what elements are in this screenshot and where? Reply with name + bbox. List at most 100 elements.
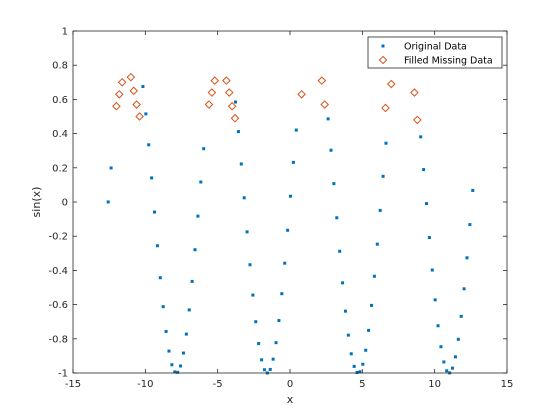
legend-marker-original xyxy=(381,44,385,48)
y-tick-label: -1 xyxy=(58,369,68,380)
filled-data-point xyxy=(230,113,240,123)
original-data-point xyxy=(352,364,356,368)
original-data-point xyxy=(381,174,385,178)
original-data-point xyxy=(184,332,188,336)
filled-data-point xyxy=(381,103,390,113)
original-data-point xyxy=(439,345,443,349)
original-data-point xyxy=(141,85,145,89)
filled-data-point xyxy=(207,88,217,97)
y-tick-label: 0.2 xyxy=(52,163,68,174)
x-tick-label: 10 xyxy=(428,379,441,390)
original-data-point xyxy=(424,202,428,206)
original-data-point xyxy=(384,141,388,145)
original-data-point xyxy=(153,210,157,214)
original-data-point xyxy=(248,263,252,267)
filled-data-point xyxy=(112,101,121,111)
original-data-point xyxy=(442,360,446,364)
filled-data-point xyxy=(135,112,144,121)
original-data-point xyxy=(468,223,472,227)
filled-data-point xyxy=(317,76,327,85)
original-data-point xyxy=(436,324,440,328)
original-data-point xyxy=(465,256,469,260)
original-data-point xyxy=(459,314,463,318)
filled-data-point xyxy=(126,72,136,82)
original-data-point xyxy=(445,369,449,373)
original-data-point xyxy=(254,320,258,324)
original-data-point xyxy=(349,352,353,356)
x-tick-label: -10 xyxy=(137,379,153,390)
y-tick-label: -0.2 xyxy=(48,232,68,243)
original-data-point xyxy=(181,351,185,355)
legend-label-filled: Filled Missing Data xyxy=(404,56,493,67)
original-data-point xyxy=(355,370,359,374)
original-data-point xyxy=(471,188,475,192)
original-data-point xyxy=(193,248,197,252)
y-tick-label: -0.6 xyxy=(48,300,68,311)
original-data-point xyxy=(257,342,261,346)
original-data-point xyxy=(155,244,159,248)
x-tick-label: -5 xyxy=(213,379,223,390)
x-axis-label: x xyxy=(287,393,294,406)
original-data-point xyxy=(326,117,330,121)
original-data-point xyxy=(109,166,113,170)
original-data-point xyxy=(202,147,206,151)
original-data-point xyxy=(338,249,342,253)
original-data-point xyxy=(167,349,171,353)
original-data-point xyxy=(179,364,183,368)
original-data-point xyxy=(341,281,345,285)
original-data-point xyxy=(158,276,162,280)
filled-data-point xyxy=(114,89,124,99)
original-data-point xyxy=(173,370,177,374)
filled-data-point xyxy=(129,86,139,96)
y-tick-label: 0.8 xyxy=(52,61,68,72)
original-data-point xyxy=(358,370,362,374)
original-data-point xyxy=(268,367,272,371)
y-tick-label: 1 xyxy=(62,27,68,38)
y-tick-label: 0.4 xyxy=(52,129,68,140)
original-data-point xyxy=(286,228,290,232)
original-data-point xyxy=(196,214,200,218)
original-data-point xyxy=(346,333,350,337)
original-data-point xyxy=(280,292,284,296)
x-tick-label: 0 xyxy=(287,379,293,390)
original-data-point xyxy=(451,366,455,370)
x-tick-label: -15 xyxy=(65,379,81,390)
original-data-point xyxy=(462,287,466,291)
original-data-point xyxy=(430,268,434,272)
legend-box xyxy=(367,36,503,69)
data-layer xyxy=(106,72,475,375)
y-tick-label: 0 xyxy=(62,198,68,209)
original-data-point xyxy=(164,329,168,333)
original-data-point xyxy=(236,130,240,134)
filled-data-point xyxy=(224,88,234,97)
filled-data-point xyxy=(204,100,214,109)
original-data-point xyxy=(288,194,292,198)
original-data-point xyxy=(274,341,278,345)
filled-data-point xyxy=(132,100,141,109)
axes-layer: -15 -10 -5 0 5 10 15 -1 -0.8 -0.6 -0.4 -0.2 0 0.2 0.4 0… xyxy=(48,27,513,391)
filled-data-point xyxy=(386,79,396,89)
original-data-point xyxy=(375,242,379,246)
original-data-point xyxy=(378,208,382,212)
original-data-point xyxy=(372,274,376,278)
filled-data-point xyxy=(227,101,237,111)
legend-label-original: Original Data xyxy=(404,42,467,53)
x-tick-label: 15 xyxy=(501,379,514,390)
legend: Original Data Filled Missing Data xyxy=(367,36,503,69)
original-data-point xyxy=(456,337,460,341)
filled-data-point xyxy=(410,88,419,97)
original-data-point xyxy=(187,308,191,312)
original-data-point xyxy=(239,162,243,166)
original-data-point xyxy=(245,230,249,234)
original-data-point xyxy=(332,182,336,186)
filled-data-point xyxy=(412,115,422,125)
original-data-point xyxy=(427,236,431,240)
original-data-point xyxy=(260,358,264,362)
original-data-point xyxy=(234,100,238,104)
original-data-point xyxy=(262,368,266,372)
original-data-point xyxy=(277,319,281,323)
original-data-point xyxy=(242,196,246,200)
original-data-point xyxy=(161,305,165,309)
